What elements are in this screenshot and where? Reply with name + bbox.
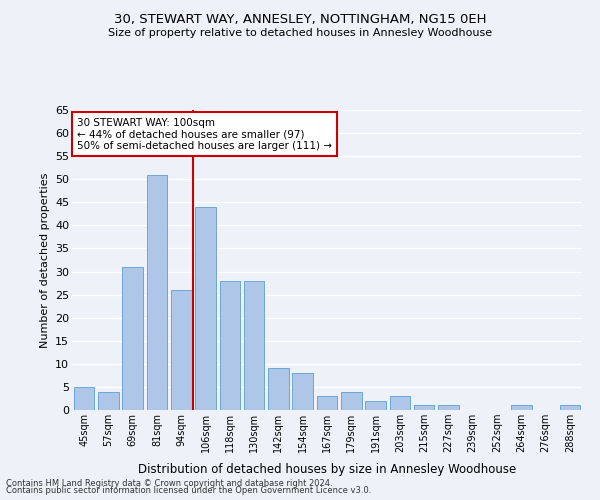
- Bar: [171, 290, 191, 410]
- Text: 30 STEWART WAY: 100sqm
← 44% of detached houses are smaller (97)
50% of semi-det: 30 STEWART WAY: 100sqm ← 44% of detached…: [77, 118, 332, 150]
- Bar: [389, 396, 410, 410]
- Text: Size of property relative to detached houses in Annesley Woodhouse: Size of property relative to detached ho…: [108, 28, 492, 38]
- Bar: [511, 406, 532, 410]
- Bar: [560, 406, 580, 410]
- X-axis label: Distribution of detached houses by size in Annesley Woodhouse: Distribution of detached houses by size …: [138, 464, 516, 476]
- Bar: [195, 207, 216, 410]
- Bar: [292, 373, 313, 410]
- Bar: [74, 387, 94, 410]
- Text: Contains public sector information licensed under the Open Government Licence v3: Contains public sector information licen…: [6, 486, 371, 495]
- Y-axis label: Number of detached properties: Number of detached properties: [40, 172, 50, 348]
- Text: 30, STEWART WAY, ANNESLEY, NOTTINGHAM, NG15 0EH: 30, STEWART WAY, ANNESLEY, NOTTINGHAM, N…: [114, 12, 486, 26]
- Bar: [220, 281, 240, 410]
- Bar: [341, 392, 362, 410]
- Bar: [317, 396, 337, 410]
- Bar: [414, 406, 434, 410]
- Bar: [98, 392, 119, 410]
- Bar: [122, 267, 143, 410]
- Bar: [365, 401, 386, 410]
- Bar: [146, 174, 167, 410]
- Text: Contains HM Land Registry data © Crown copyright and database right 2024.: Contains HM Land Registry data © Crown c…: [6, 478, 332, 488]
- Bar: [438, 406, 459, 410]
- Bar: [268, 368, 289, 410]
- Bar: [244, 281, 265, 410]
